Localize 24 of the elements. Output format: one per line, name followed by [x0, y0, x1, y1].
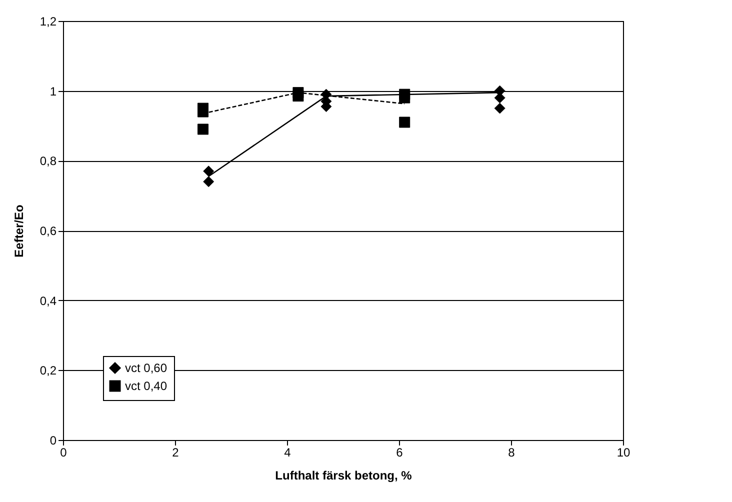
- point: [399, 116, 410, 128]
- y-tick-label: 0,8: [40, 154, 57, 168]
- x-tick-label: 4: [284, 446, 292, 460]
- point: [198, 124, 208, 135]
- point: [203, 176, 214, 188]
- point: [494, 102, 506, 114]
- y-tick-label: 1,2: [40, 14, 57, 28]
- x-tick-label: 6: [396, 446, 404, 460]
- x-tick-label: 10: [616, 446, 630, 460]
- x-tick-label: 2: [172, 446, 180, 460]
- y-tick-label: 0: [50, 434, 57, 448]
- x-axis-title: Lufthalt färsk betong, %: [275, 468, 412, 482]
- point: [399, 92, 410, 104]
- y-tick-label: 0,6: [40, 224, 57, 238]
- y-tick-label: 0,2: [40, 364, 57, 378]
- x-tick-label: 8: [508, 446, 516, 460]
- legend-label: vct 0,40: [125, 379, 168, 393]
- x-tick-label: 0: [60, 446, 68, 460]
- point: [203, 166, 214, 177]
- y-axis-title: Eefter/Eo: [12, 204, 26, 258]
- y-tick-label: 0,4: [40, 294, 57, 308]
- point: [292, 90, 304, 102]
- legend-label: vct 0,60: [125, 361, 168, 375]
- y-tick-label: 1: [50, 84, 57, 98]
